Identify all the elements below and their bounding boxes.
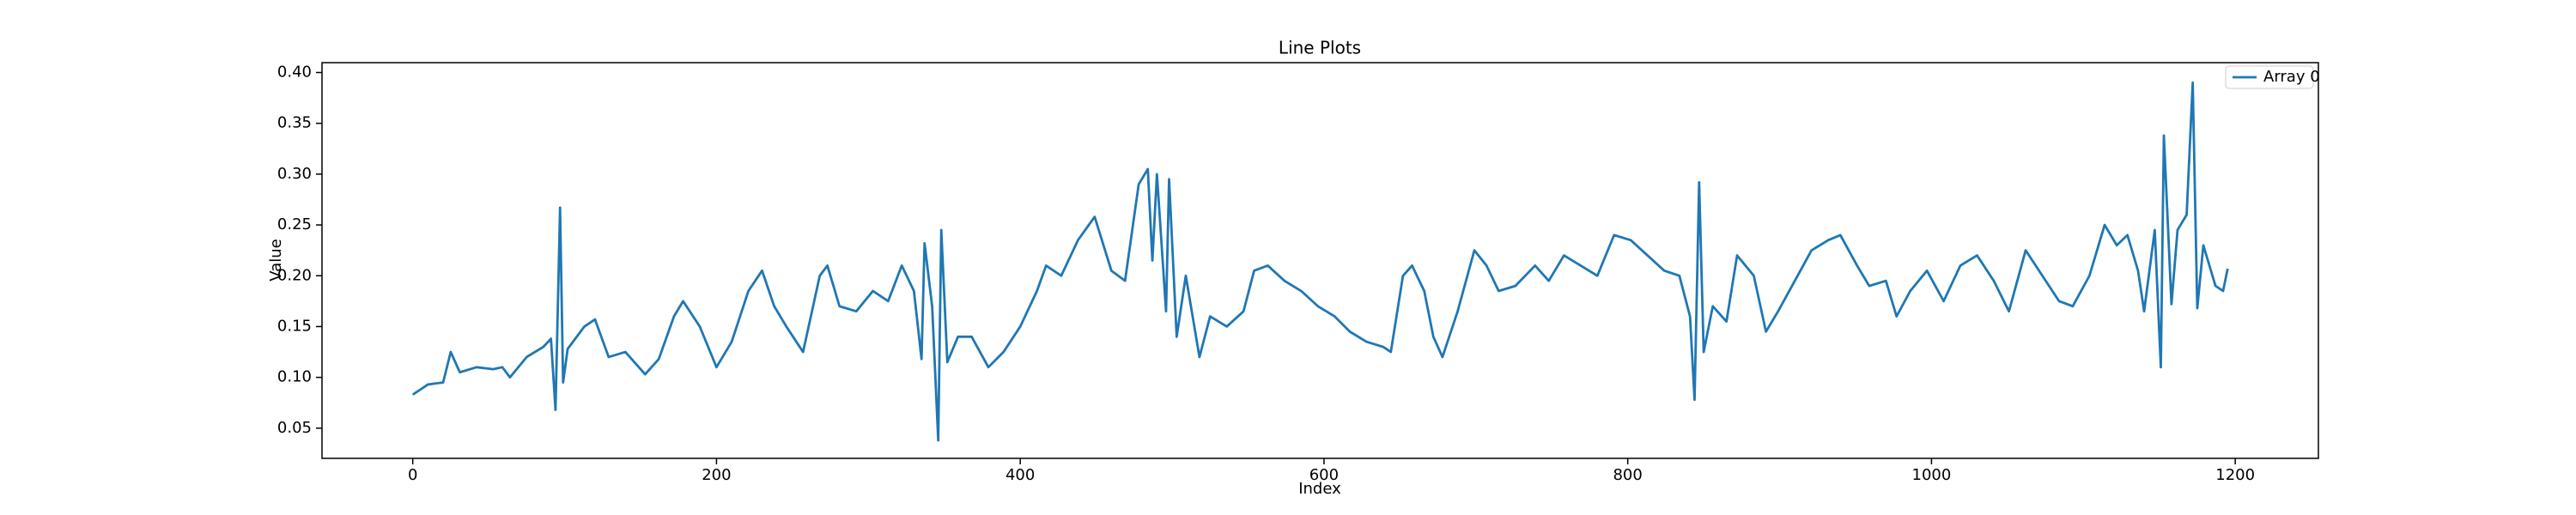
y-tick-label: 0.10 bbox=[277, 368, 312, 386]
legend-box bbox=[2225, 65, 2314, 89]
plot-frame bbox=[321, 62, 2319, 459]
x-tick-label: 1200 bbox=[2215, 466, 2255, 484]
chart-title: Line Plots bbox=[1279, 38, 1361, 58]
x-tick-label: 800 bbox=[1613, 466, 1642, 484]
x-axis-label: Index bbox=[1298, 480, 1341, 498]
y-tick-label: 0.40 bbox=[277, 63, 312, 81]
y-tick-label: 0.05 bbox=[277, 419, 312, 437]
y-tick-label: 0.15 bbox=[277, 317, 312, 335]
data-line bbox=[411, 81, 2229, 442]
x-tick-label: 0 bbox=[408, 466, 417, 484]
x-tick-label: 400 bbox=[1005, 466, 1035, 484]
x-tick-label: 200 bbox=[702, 466, 731, 484]
x-tick-label: 600 bbox=[1309, 466, 1339, 484]
y-axis-label: Value bbox=[267, 239, 285, 281]
y-tick-label: 0.20 bbox=[277, 266, 312, 284]
x-tick-label: 1000 bbox=[1912, 466, 1952, 484]
y-tick-label: 0.35 bbox=[277, 114, 312, 132]
legend-label: Array 0 bbox=[2263, 68, 2320, 86]
y-tick-label: 0.25 bbox=[277, 215, 312, 233]
y-tick-label: 0.30 bbox=[277, 165, 312, 183]
